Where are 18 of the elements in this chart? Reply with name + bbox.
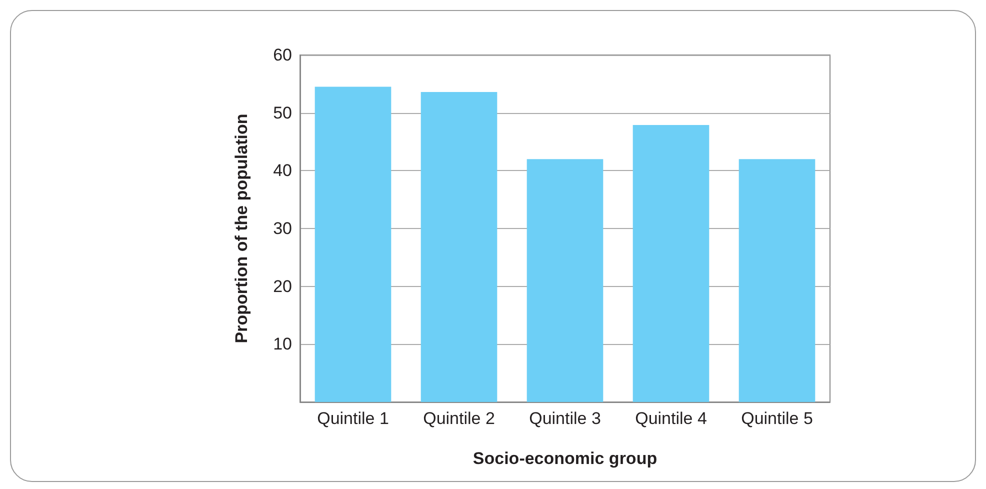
x-tick-label: Quintile 1 (317, 409, 389, 428)
x-axis-title: Socio-economic group (472, 449, 658, 468)
bar (314, 86, 392, 402)
y-tick-label: 30 (273, 219, 292, 238)
y-tick-label: 60 (273, 46, 292, 64)
y-tick-label: 10 (273, 334, 292, 354)
bar (632, 124, 710, 402)
x-tick-label: Quintile 4 (635, 409, 707, 428)
x-tick-label: Quintile 2 (423, 409, 495, 428)
y-tick-label: 20 (273, 276, 292, 296)
bar (526, 159, 604, 402)
x-tick-label: Quintile 3 (529, 409, 601, 428)
y-tick-label: 40 (273, 161, 292, 180)
y-tick-label: 50 (273, 103, 292, 122)
bar (738, 159, 816, 402)
x-tick-label: Quintile 5 (741, 409, 813, 428)
y-axis-title: Proportion of the population (232, 114, 251, 344)
bar (420, 92, 498, 402)
